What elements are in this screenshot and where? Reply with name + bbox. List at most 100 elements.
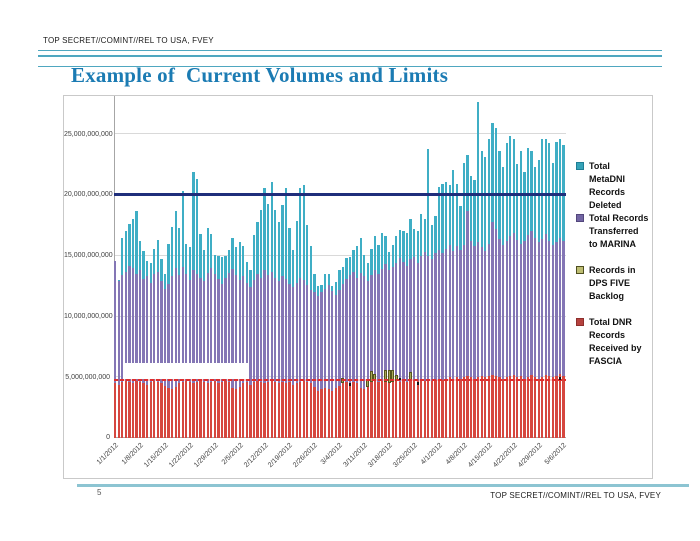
x-tick-label: 4/22/2012: [491, 442, 519, 469]
bar-dnr-fascia: [384, 382, 387, 438]
bar-metadni-deleted: [484, 157, 487, 251]
data-marker: [416, 382, 419, 385]
bar-metadni-deleted: [505, 142, 508, 242]
x-tick-label: 1/29/2012: [192, 442, 220, 469]
bar-marina: [341, 283, 345, 384]
x-tick-label: 4/1/2012: [419, 442, 444, 467]
bar-dnr-fascia: [501, 378, 505, 438]
bar-metadni-deleted: [181, 191, 184, 267]
bar-metadni-deleted: [202, 249, 206, 282]
bar-metadni-deleted: [167, 243, 170, 284]
bar-marina: [227, 272, 231, 383]
bar-dnr-fascia: [259, 382, 263, 438]
bar-marina: [217, 278, 220, 384]
bar-marina: [480, 247, 483, 376]
x-tick-label: 4/8/2012: [444, 442, 469, 467]
bar-dnr-fascia: [484, 377, 487, 438]
bar-marina: [487, 243, 490, 376]
bar-dnr-fascia: [526, 377, 530, 438]
bar-dnr-fascia: [192, 383, 195, 438]
bar-dnr-fascia: [452, 378, 455, 438]
bar-marina: [459, 249, 462, 379]
bar-dnr-fascia: [519, 376, 523, 438]
bar-marina: [327, 284, 330, 390]
bar-dnr-fascia: [509, 376, 512, 438]
bar-marina: [384, 264, 387, 383]
bar-metadni-deleted: [149, 263, 152, 283]
bar-marina: [516, 239, 519, 378]
x-tick-label: 5/6/2012: [544, 442, 569, 467]
bar-metadni-deleted: [420, 214, 423, 256]
bar-dnr-fascia: [395, 380, 398, 438]
bar-marina: [338, 289, 341, 386]
bar-marina: [405, 265, 409, 383]
bar-marina: [434, 253, 437, 380]
bar-metadni-deleted: [366, 263, 369, 282]
bar-metadni-deleted: [405, 232, 409, 266]
bar-dnr-fascia: [477, 377, 480, 438]
bar-dnr-fascia: [210, 382, 213, 438]
bar-marina: [555, 242, 558, 376]
bar-metadni-deleted: [213, 254, 216, 274]
bar-metadni-deleted: [331, 286, 334, 291]
bar-metadni-deleted: [380, 232, 384, 270]
bar-dnr-fascia: [306, 382, 309, 438]
bar-marina: [135, 274, 138, 381]
header-rule-middle: [38, 55, 662, 57]
bar-metadni-deleted: [345, 258, 348, 279]
bar-marina: [188, 280, 192, 383]
bar-marina: [469, 241, 473, 378]
bar-metadni-deleted: [146, 260, 149, 277]
bar-dnr-fascia: [352, 382, 355, 438]
y-tick-label: 10,000,000,000: [64, 312, 113, 320]
bar-dnr-fascia: [153, 380, 156, 438]
bar-dnr-fascia: [494, 376, 498, 438]
bar-metadni-deleted: [302, 185, 305, 280]
bar-marina: [373, 270, 377, 381]
bar-marina: [370, 275, 373, 383]
bar-marina: [537, 242, 540, 379]
bar-marina: [533, 237, 537, 378]
bar-marina: [131, 267, 135, 384]
bar-marina: [163, 288, 167, 386]
bar-dnr-fascia: [416, 380, 419, 438]
bar-dnr-fascia: [356, 383, 359, 438]
bar-marina: [128, 265, 131, 383]
bar-metadni-deleted: [323, 274, 327, 289]
bar-marina: [249, 287, 252, 385]
bar-marina: [277, 281, 281, 384]
bar-metadni-deleted: [124, 231, 127, 272]
bar-metadni-deleted: [192, 171, 195, 271]
bar-dnr-fascia: [188, 382, 192, 438]
bar-metadni-deleted: [551, 163, 555, 245]
bar-marina: [206, 272, 209, 384]
page-title: Example of Current Volumes and Limits: [71, 63, 449, 87]
x-tick-label: 2/12/2012: [242, 442, 270, 469]
y-tick-label: 0: [106, 434, 110, 442]
bar-dnr-fascia: [202, 382, 206, 438]
bar-marina: [437, 249, 441, 379]
bar-metadni-deleted: [395, 236, 398, 263]
bar-marina: [245, 282, 248, 383]
bar-metadni-deleted: [245, 261, 248, 283]
bar-marina: [210, 267, 213, 383]
legend-item: Total MetaDNI Records Deleted: [576, 160, 652, 212]
bar-dnr-fascia: [512, 374, 515, 438]
bar-marina: [153, 274, 156, 381]
bar-marina: [526, 235, 530, 378]
bar-metadni-deleted: [195, 179, 199, 274]
bar-metadni-deleted: [210, 233, 213, 268]
bar-dnr-fascia: [370, 382, 373, 438]
bar-marina: [195, 274, 199, 383]
bar-marina: [242, 276, 245, 384]
bar-marina: [114, 260, 117, 384]
bar-marina: [149, 282, 152, 383]
bar-dnr-fascia: [548, 376, 551, 438]
bar-marina: [420, 255, 423, 380]
bar-marina: [377, 274, 380, 383]
bar-marina: [501, 244, 505, 379]
bar-marina: [167, 283, 170, 389]
bar-dnr-fascia: [491, 374, 494, 438]
bar-metadni-deleted: [533, 167, 537, 238]
bar-dnr-fascia: [498, 377, 501, 438]
